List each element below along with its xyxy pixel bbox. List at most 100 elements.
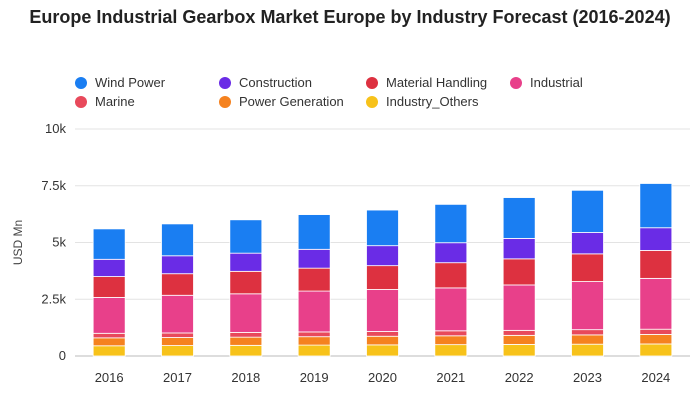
bar-segment-marine bbox=[92, 332, 126, 339]
x-tick-label: 2022 bbox=[505, 370, 534, 385]
bar-segment-industrial bbox=[639, 277, 673, 330]
y-tick-label: 5k bbox=[52, 235, 66, 250]
bar-segment-industry-others bbox=[571, 343, 604, 357]
y-tick-label: 0 bbox=[59, 348, 66, 363]
legend-item[interactable]: Industrial bbox=[510, 75, 583, 90]
bar-segment-industry-others bbox=[229, 344, 263, 357]
bar-segment-material-handling bbox=[92, 276, 126, 298]
bar-segment-industrial bbox=[571, 281, 604, 331]
bar-segment-power-generation bbox=[434, 335, 468, 346]
legend-label: Construction bbox=[239, 75, 312, 90]
bar-segment-construction bbox=[229, 252, 263, 272]
bar-segment-industrial bbox=[297, 290, 331, 333]
bar-segment-industrial bbox=[92, 297, 126, 334]
bar-segment-wind-power bbox=[229, 219, 263, 254]
bar-segment-marine bbox=[366, 331, 399, 337]
bar-segment-wind-power bbox=[161, 223, 194, 257]
y-tick-label: 7.5k bbox=[41, 178, 66, 193]
bar-segment-power-generation bbox=[297, 336, 331, 346]
legend-label: Industry_Others bbox=[386, 94, 479, 109]
bar-segment-construction bbox=[366, 245, 399, 267]
bar-segment-industry-others bbox=[639, 343, 673, 357]
bar-segment-material-handling bbox=[434, 262, 468, 289]
bar-segment-power-generation bbox=[366, 335, 399, 346]
legend-item[interactable]: Wind Power bbox=[75, 75, 165, 90]
legend-item[interactable]: Power Generation bbox=[219, 94, 344, 109]
bar-segment-construction bbox=[92, 258, 126, 277]
chart-title: Europe Industrial Gearbox Market Europe … bbox=[29, 7, 671, 27]
bar-segment-power-generation bbox=[229, 336, 263, 346]
legend-label: Industrial bbox=[530, 75, 583, 90]
bar-segment-construction bbox=[161, 255, 194, 275]
bar-segment-marine bbox=[639, 328, 673, 335]
bar-segment-power-generation bbox=[502, 334, 536, 345]
bar-segment-material-handling bbox=[366, 265, 399, 290]
legend-swatch bbox=[366, 95, 378, 108]
x-tick-label: 2016 bbox=[95, 370, 124, 385]
bar-segment-industry-others bbox=[161, 345, 194, 357]
bar-segment-wind-power bbox=[92, 228, 126, 260]
legend-item[interactable]: Marine bbox=[75, 94, 135, 109]
legend-item[interactable]: Material Handling bbox=[366, 75, 487, 90]
x-tick-label: 2021 bbox=[436, 370, 465, 385]
legend-label: Wind Power bbox=[95, 75, 166, 90]
bar-segment-industrial bbox=[502, 284, 536, 331]
legend-swatch bbox=[75, 76, 87, 89]
bar-segment-material-handling bbox=[229, 270, 263, 295]
y-tick-label: 10k bbox=[45, 121, 66, 136]
bar-segment-industry-others bbox=[366, 344, 399, 357]
x-tick-label: 2017 bbox=[163, 370, 192, 385]
bar-segment-material-handling bbox=[297, 267, 331, 292]
bar-segment-marine bbox=[434, 330, 468, 337]
legend-swatch bbox=[510, 76, 522, 89]
y-axis-title: USD Mn bbox=[11, 220, 25, 265]
bar-segment-wind-power bbox=[366, 209, 399, 247]
x-tick-label: 2023 bbox=[573, 370, 602, 385]
bar-segment-industry-others bbox=[434, 344, 468, 357]
bar-segment-marine bbox=[502, 329, 536, 336]
bar-segment-construction bbox=[434, 242, 468, 264]
bar-segment-industry-others bbox=[92, 345, 126, 357]
legend-label: Marine bbox=[95, 94, 135, 109]
bar-segment-wind-power bbox=[297, 214, 331, 250]
legend-swatch bbox=[366, 76, 378, 89]
x-tick-label: 2018 bbox=[231, 370, 260, 385]
bar-segment-construction bbox=[297, 248, 331, 269]
bar-segment-power-generation bbox=[92, 337, 126, 347]
bar-segment-construction bbox=[571, 232, 604, 255]
bar-segment-industrial bbox=[229, 293, 263, 333]
legend-label: Power Generation bbox=[239, 94, 344, 109]
bar-segment-wind-power bbox=[571, 189, 604, 233]
bar-segment-power-generation bbox=[639, 334, 673, 345]
x-tick-label: 2019 bbox=[300, 370, 329, 385]
y-tick-label: 2.5k bbox=[41, 291, 66, 306]
bar-segment-material-handling bbox=[639, 250, 673, 279]
legend-swatch bbox=[219, 76, 231, 89]
bar-segment-marine bbox=[161, 332, 194, 338]
bar-segment-wind-power bbox=[639, 183, 673, 229]
bar-segment-industry-others bbox=[297, 344, 331, 357]
bar-segment-industry-others bbox=[502, 344, 536, 357]
bar-segment-wind-power bbox=[434, 203, 468, 244]
legend-swatch bbox=[219, 95, 231, 108]
bar-segment-power-generation bbox=[571, 334, 604, 345]
bar-segment-marine bbox=[297, 331, 331, 338]
bar-segment-construction bbox=[639, 227, 673, 251]
legend-swatch bbox=[75, 95, 87, 108]
bar-segment-material-handling bbox=[571, 253, 604, 282]
bar-segment-industrial bbox=[434, 287, 468, 332]
bar-segment-industrial bbox=[366, 289, 399, 332]
legend-label: Material Handling bbox=[386, 75, 488, 90]
legend-item[interactable]: Industry_Others bbox=[366, 94, 479, 109]
bar-segment-material-handling bbox=[161, 273, 194, 296]
bar-segment-material-handling bbox=[502, 258, 536, 286]
bar-segment-industrial bbox=[161, 294, 194, 334]
bar-segment-marine bbox=[571, 329, 604, 336]
x-tick-label: 2020 bbox=[368, 370, 397, 385]
bar-segment-construction bbox=[502, 238, 536, 260]
bar-segment-wind-power bbox=[502, 197, 536, 239]
x-tick-label: 2024 bbox=[641, 370, 670, 385]
bar-segment-power-generation bbox=[161, 337, 194, 346]
legend-item[interactable]: Construction bbox=[219, 75, 312, 90]
